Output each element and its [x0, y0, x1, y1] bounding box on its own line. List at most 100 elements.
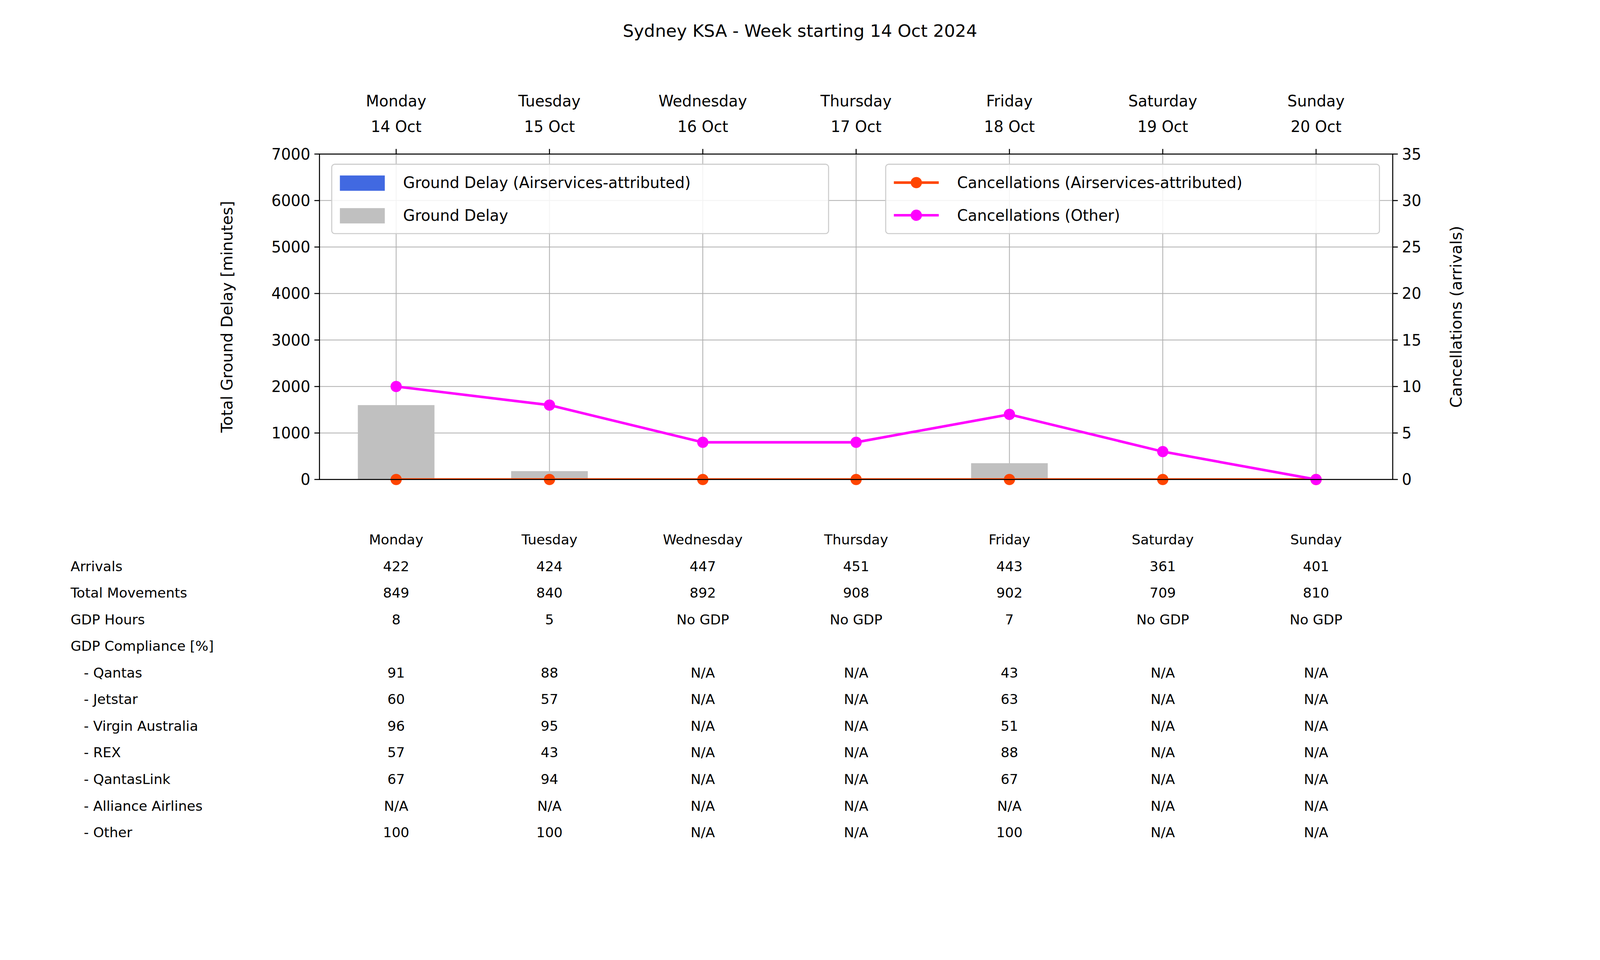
tick-label: 3000 — [271, 331, 310, 350]
tick — [1392, 478, 1398, 480]
table-cell: 5 — [545, 611, 554, 628]
tick — [1008, 148, 1010, 154]
table-cell: 51 — [1000, 718, 1019, 734]
tick-label: 5000 — [271, 238, 310, 256]
tick — [1392, 386, 1398, 388]
table-header: Tuesday — [521, 531, 578, 548]
row-label: - Alliance Airlines — [84, 798, 203, 814]
table-cell: N/A — [690, 744, 716, 761]
marker — [1004, 408, 1016, 420]
row-label: GDP Compliance [%] — [70, 638, 214, 654]
tick-label: Friday — [986, 92, 1033, 110]
table-cell: 908 — [842, 584, 870, 601]
tick — [314, 246, 320, 248]
table-cell: N/A — [1150, 798, 1175, 814]
table-cell: 902 — [996, 584, 1023, 601]
legend-label: Ground Delay (Airservices-attributed) — [403, 173, 691, 192]
tick — [314, 293, 320, 295]
tick-label: 0 — [300, 470, 310, 489]
table-cell: 43 — [1000, 664, 1019, 681]
table-cell: 88 — [1000, 744, 1019, 761]
row-label: - Qantas — [84, 664, 143, 681]
row-label: - Virgin Australia — [84, 718, 199, 734]
legend-label: Ground Delay — [403, 206, 509, 225]
table-cell: N/A — [1150, 664, 1175, 681]
table-cell: 447 — [689, 558, 716, 575]
tick-label: 1000 — [271, 424, 310, 442]
table-header: Wednesday — [662, 531, 743, 548]
table-cell: No GDP — [1136, 611, 1190, 628]
table-cell: 424 — [536, 558, 563, 575]
legend-swatch — [340, 175, 385, 191]
legend-label: Cancellations (Other) — [957, 206, 1120, 225]
table-cell: N/A — [1150, 718, 1175, 734]
table-cell: 849 — [383, 584, 410, 601]
table-cell: N/A — [690, 664, 716, 681]
marker — [697, 436, 709, 448]
table-cell: N/A — [844, 664, 869, 681]
title: Sydney KSA - Week starting 14 Oct 2024 — [622, 20, 978, 41]
axes: 0100020003000400050006000700005101520253… — [217, 92, 1466, 489]
tick-label: Wednesday — [658, 92, 747, 110]
row-label: - QantasLink — [84, 771, 171, 788]
tick-label: Tuesday — [518, 92, 581, 110]
tick-label: 19 Oct — [1137, 117, 1188, 136]
table-cell: No GDP — [829, 611, 883, 628]
tick-label: 14 Oct — [370, 117, 422, 136]
grid — [319, 154, 1393, 480]
table-cell: N/A — [690, 771, 716, 788]
table-cell: N/A — [537, 798, 562, 814]
grid-line — [855, 154, 857, 480]
table-cell: 401 — [1302, 558, 1330, 575]
table-cell: 57 — [387, 744, 405, 761]
row-label: GDP Hours — [70, 611, 145, 628]
table-cell: N/A — [1304, 664, 1329, 681]
table-cell: 361 — [1149, 558, 1176, 575]
table-cell: 892 — [689, 584, 716, 601]
table-cell: 100 — [536, 824, 563, 841]
tick-label: Monday — [366, 92, 427, 110]
tick — [702, 148, 704, 154]
tick-label: Saturday — [1128, 92, 1198, 110]
table-cell: 100 — [383, 824, 410, 841]
table-cell: 43 — [540, 744, 559, 761]
table-cell: N/A — [690, 798, 716, 814]
table-cell: 8 — [391, 611, 401, 628]
row-label: - Jetstar — [84, 691, 139, 708]
table-cell: N/A — [844, 744, 869, 761]
background — [0, 0, 1600, 960]
table-cell: N/A — [1304, 771, 1329, 788]
table-cell: N/A — [1304, 798, 1329, 814]
tick — [314, 339, 320, 341]
tick-label: 5 — [1402, 424, 1412, 442]
tick — [1315, 148, 1317, 154]
table-cell: No GDP — [676, 611, 730, 628]
tick — [314, 478, 320, 480]
marker — [850, 436, 862, 448]
tick-label: Sunday — [1287, 92, 1345, 110]
table-cell: 96 — [387, 718, 405, 734]
legend-marker — [910, 209, 922, 221]
tick — [314, 432, 320, 434]
table-cell: 451 — [842, 558, 870, 575]
marker — [1157, 446, 1169, 458]
table-cell: 63 — [1000, 691, 1019, 708]
plot-area — [358, 386, 1317, 480]
table: MondayTuesdayWednesdayThursdayFridaySatu… — [70, 531, 1343, 841]
table-cell: 422 — [383, 558, 410, 575]
tick — [1392, 293, 1398, 295]
table-cell: N/A — [1150, 744, 1175, 761]
tick-label: 25 — [1402, 238, 1422, 256]
table-cell: N/A — [1150, 771, 1175, 788]
tick — [1162, 148, 1164, 154]
legend-box — [885, 164, 1380, 234]
tick — [1392, 153, 1398, 155]
table-cell: N/A — [844, 798, 869, 814]
axis-label: Total Ground Delay [minutes] — [217, 200, 236, 433]
table-cell: 100 — [996, 824, 1023, 841]
tick — [314, 200, 320, 202]
tick — [1392, 200, 1398, 202]
table-cell: N/A — [1304, 691, 1329, 708]
table-cell: 840 — [536, 584, 563, 601]
table-cell: 7 — [1005, 611, 1014, 628]
